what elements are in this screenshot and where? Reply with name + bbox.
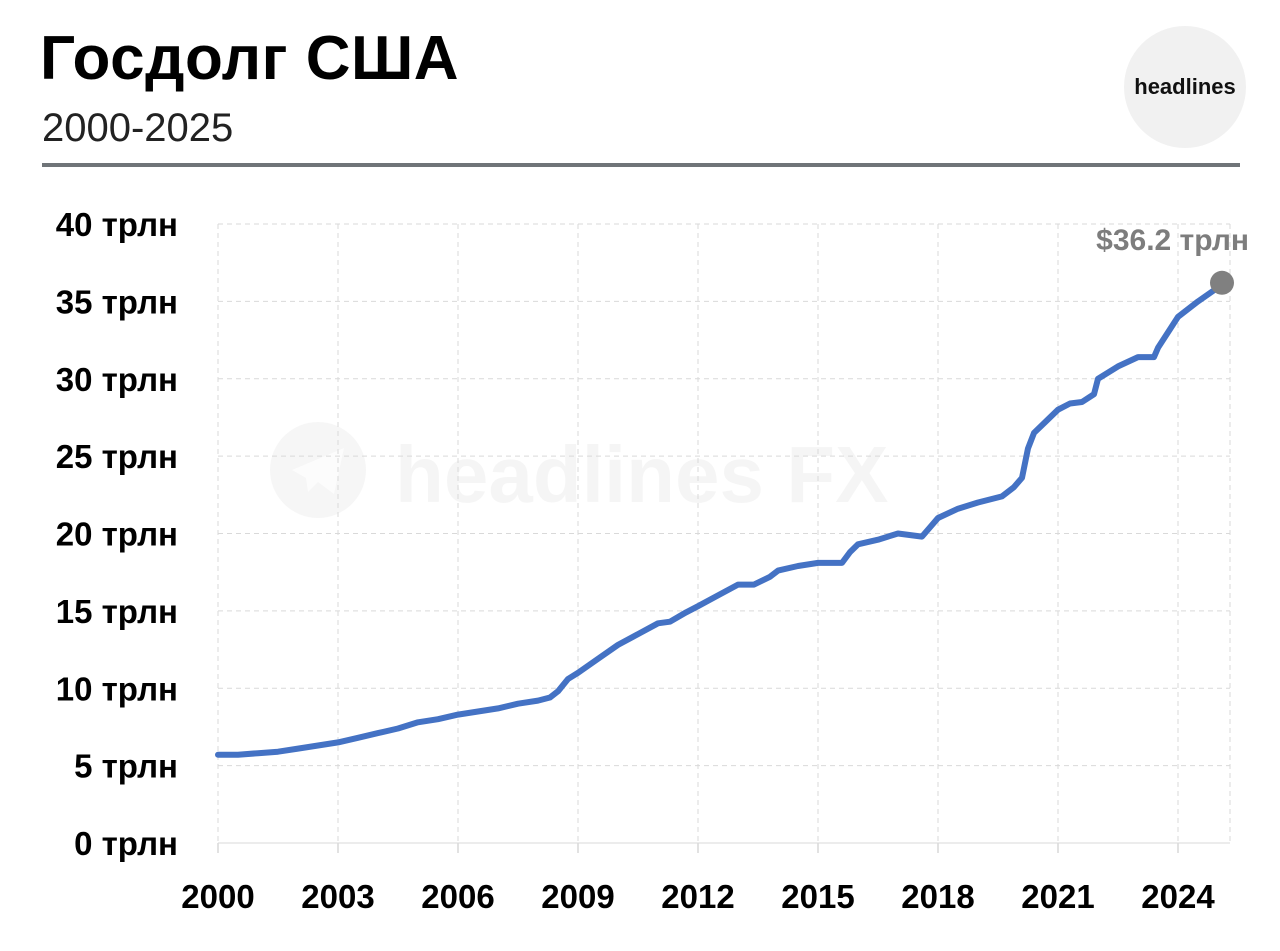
y-tick-label: 40 трлн <box>56 206 178 243</box>
y-tick-label: 10 трлн <box>56 670 178 707</box>
grid <box>217 223 1231 853</box>
series-layer <box>215 279 1225 758</box>
end-annotation: $36.2 трлн <box>1096 224 1249 295</box>
end-point-marker <box>1210 270 1234 295</box>
y-tick-label: 0 трлн <box>74 825 178 862</box>
series-line <box>215 279 1225 758</box>
telegram-icon <box>292 448 344 494</box>
y-tick-label: 35 трлн <box>56 283 178 320</box>
y-tick-label: 25 трлн <box>56 438 178 475</box>
x-tick-label: 2012 <box>661 878 734 915</box>
x-tick-label: 2024 <box>1141 878 1215 915</box>
page-subtitle: 2000-2025 <box>42 106 234 150</box>
x-tick-label: 2000 <box>181 878 254 915</box>
x-tick-label: 2009 <box>541 878 614 915</box>
y-tick-label: 15 трлн <box>56 593 178 630</box>
logo-text: headlines <box>1134 74 1236 99</box>
y-tick-label: 20 трлн <box>56 516 178 553</box>
x-tick-label: 2015 <box>781 878 854 915</box>
y-axis: 0 трлн 5 трлн 10 трлн 15 трлн 20 трлн 25 трлн… <box>56 206 178 862</box>
x-tick-label: 2018 <box>901 878 974 915</box>
page-title: Госдолг США <box>40 24 460 93</box>
y-tick-label: 30 трлн <box>56 361 178 398</box>
x-tick-label: 2021 <box>1021 878 1094 915</box>
watermark: headlines FX <box>292 430 888 519</box>
end-value-label: $36.2 трлн <box>1096 224 1249 257</box>
header-divider <box>42 163 1240 167</box>
watermark-text: headlines FX <box>395 430 888 519</box>
headlines-logo: headlines <box>1124 26 1246 148</box>
x-tick-label: 2006 <box>421 878 494 915</box>
y-tick-label: 5 трлн <box>74 748 178 785</box>
x-axis: 2000 2003 2006 2009 2012 2015 2018 2021 2024 <box>181 878 1215 915</box>
x-tick-label: 2003 <box>301 878 374 915</box>
